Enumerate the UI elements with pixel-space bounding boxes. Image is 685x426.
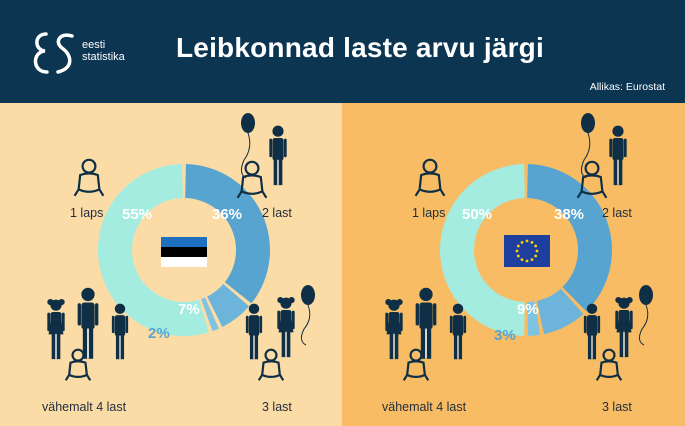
baby-figure-icon — [414, 158, 446, 197]
boy-figure-icon — [269, 125, 287, 186]
balloon-icon — [580, 113, 595, 179]
value-label-two: 38% — [554, 206, 585, 223]
label-one-child: 1 laps — [70, 206, 104, 220]
baby-figure-icon — [402, 348, 430, 381]
girl-figure-icon — [277, 297, 295, 358]
label-three-children: 3 last — [602, 400, 632, 414]
boy-figure-icon — [111, 303, 129, 360]
value-label-two: 36% — [212, 206, 243, 223]
label-four-children: vähemalt 4 last — [42, 400, 127, 414]
page-title: Leibkonnad laste arvu järgi — [176, 32, 544, 63]
logo-line-1: eesti — [82, 39, 105, 51]
donut-slice — [439, 164, 525, 336]
boy-figure-icon — [583, 303, 601, 360]
estonia-chart-canvas — [0, 103, 342, 426]
boy-figure-icon — [449, 303, 467, 360]
girl-figure-icon — [615, 297, 633, 358]
boy-figure-icon — [77, 287, 99, 359]
logo-line-2: statistika — [82, 51, 126, 63]
value-label-one: 55% — [122, 206, 153, 223]
value-label-one: 50% — [462, 206, 493, 223]
donut-slice — [536, 288, 584, 335]
balloon-icon — [300, 285, 315, 346]
baby-figure-icon — [64, 348, 92, 381]
value-label-three: 7% — [178, 301, 200, 318]
baby-figure-icon — [257, 348, 285, 381]
donut-slice — [185, 164, 270, 304]
label-two-children: 2 last — [602, 206, 632, 220]
boy-figure-icon — [245, 303, 263, 360]
eu-chart-canvas — [342, 103, 685, 426]
label-four-children: vähemalt 4 last — [382, 400, 467, 414]
donut-slice — [98, 164, 209, 336]
header-bar: eesti statistika Leibkonnad laste arvu j… — [0, 0, 685, 103]
label-two-children: 2 last — [262, 206, 292, 220]
baby-figure-icon — [595, 348, 623, 381]
donut-chart-estonia — [98, 164, 270, 336]
label-one-child: 1 laps — [412, 206, 446, 220]
donut-slice — [207, 284, 250, 327]
baby-figure-icon — [236, 160, 268, 199]
girl-figure-icon — [385, 299, 403, 360]
balloon-icon — [638, 285, 653, 346]
boy-figure-icon — [415, 287, 437, 359]
donut-slice — [527, 301, 541, 336]
value-label-four: 2% — [148, 325, 170, 342]
panel-eu: 1 laps 2 last 3 last vähemalt 4 last 50%… — [342, 103, 685, 426]
panel-estonia: 1 laps 2 last 3 last vähemalt 4 last 55%… — [0, 103, 342, 426]
balloon-icon — [240, 113, 255, 179]
donut-slice — [527, 164, 612, 312]
label-three-children: 3 last — [262, 400, 292, 414]
eu-flag-icon — [504, 235, 550, 267]
source-note: Allikas: Eurostat — [589, 81, 665, 93]
value-label-four: 3% — [494, 327, 516, 344]
estonia-flag-icon — [161, 237, 207, 267]
value-label-three: 9% — [517, 301, 539, 318]
donut-slice — [201, 297, 219, 332]
girl-figure-icon — [47, 299, 65, 360]
boy-figure-icon — [609, 125, 627, 186]
statistics-estonia-logo: eesti statistika — [33, 32, 126, 74]
baby-figure-icon — [576, 160, 608, 199]
baby-figure-icon — [73, 158, 105, 197]
